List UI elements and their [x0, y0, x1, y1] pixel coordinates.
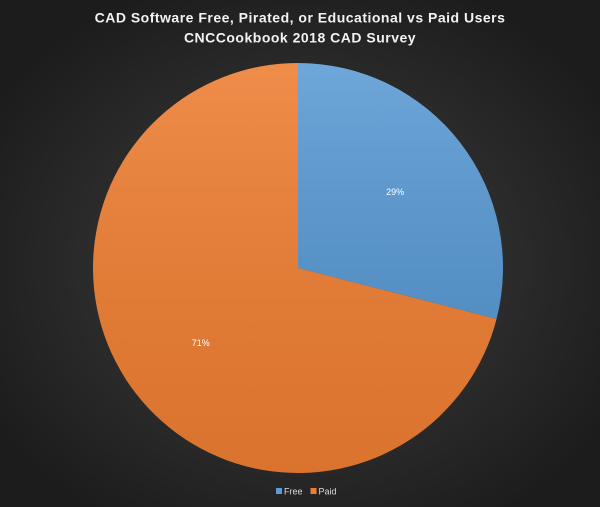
- slice-shade: [298, 63, 503, 319]
- chart-title: CAD Software Free, Pirated, or Education…: [95, 10, 506, 26]
- legend-label: Paid: [319, 486, 337, 496]
- legend-swatch: [276, 488, 282, 494]
- data-label: 29%: [386, 187, 404, 197]
- data-label: 71%: [192, 338, 210, 348]
- legend-label: Free: [284, 486, 303, 496]
- chart-subtitle: CNCCookbook 2018 CAD Survey: [184, 30, 416, 46]
- legend-swatch: [310, 488, 317, 494]
- slice-shade: [92, 63, 497, 473]
